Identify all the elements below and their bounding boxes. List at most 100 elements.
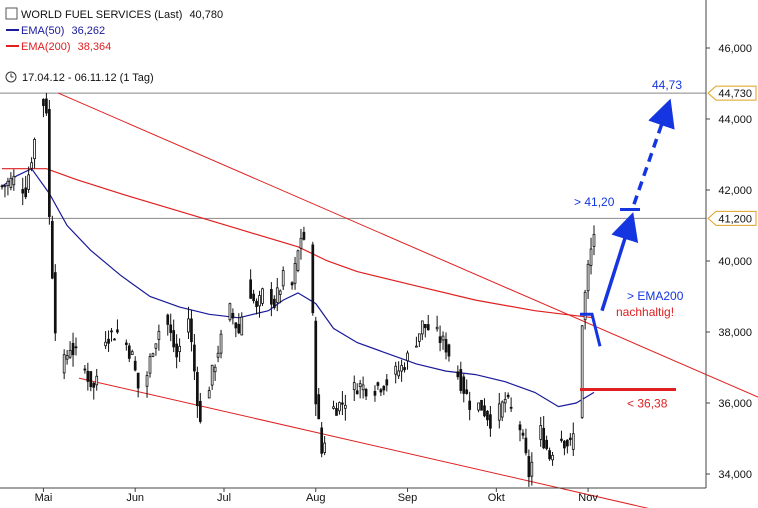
candle bbox=[400, 359, 403, 382]
candle bbox=[314, 316, 318, 417]
candle bbox=[30, 157, 33, 172]
candle bbox=[551, 451, 554, 466]
candle bbox=[157, 324, 161, 351]
candle bbox=[293, 256, 297, 290]
candle bbox=[583, 289, 587, 330]
candle bbox=[486, 410, 489, 426]
candle bbox=[441, 331, 445, 350]
candle bbox=[42, 98, 45, 118]
resistance-label: > 41,20 bbox=[574, 195, 615, 209]
candle bbox=[12, 169, 16, 191]
candle bbox=[193, 334, 196, 380]
candle bbox=[542, 416, 546, 450]
candle bbox=[539, 416, 543, 447]
candle bbox=[483, 398, 486, 418]
price-tick-label: 46,000 bbox=[718, 43, 752, 55]
candle bbox=[302, 226, 306, 241]
candle bbox=[228, 302, 232, 322]
legend-main-name: WORLD FUEL SERVICES (Last) bbox=[21, 9, 182, 21]
candle bbox=[50, 215, 54, 280]
candle bbox=[438, 325, 442, 352]
candle bbox=[27, 166, 30, 193]
candle bbox=[48, 99, 51, 225]
candle bbox=[252, 289, 255, 304]
level-price-label: 44,730 bbox=[718, 88, 752, 100]
candle bbox=[0, 184, 4, 190]
candle bbox=[130, 349, 134, 355]
candle bbox=[480, 399, 483, 411]
candle bbox=[9, 172, 13, 191]
ema50-line bbox=[1, 167, 595, 408]
candle bbox=[124, 339, 128, 351]
candle bbox=[352, 375, 356, 402]
candle bbox=[355, 383, 359, 395]
candle bbox=[566, 439, 569, 454]
candle bbox=[341, 391, 344, 416]
candle bbox=[3, 184, 7, 198]
candle bbox=[154, 343, 158, 356]
candle bbox=[592, 225, 596, 256]
candle bbox=[317, 387, 321, 420]
candle bbox=[166, 313, 170, 336]
candle bbox=[358, 379, 362, 399]
price-tick-label: 44,000 bbox=[718, 114, 752, 126]
horizontal-levels: 44,730 41,200 bbox=[0, 85, 757, 226]
candle bbox=[444, 332, 448, 360]
candle bbox=[397, 361, 400, 380]
candle bbox=[506, 392, 510, 399]
candle bbox=[527, 449, 531, 487]
candle bbox=[382, 385, 386, 396]
legend-ema50-label: EMA(50) 36,262 bbox=[21, 25, 105, 37]
candle bbox=[379, 387, 383, 397]
channel-upper-line bbox=[58, 92, 758, 398]
candle bbox=[33, 137, 36, 169]
target-arrow bbox=[632, 98, 675, 205]
candle bbox=[53, 264, 57, 341]
target-label: 44,73 bbox=[652, 78, 682, 92]
candle bbox=[497, 392, 501, 429]
candlesticks bbox=[0, 93, 596, 487]
legend-ema50-name: EMA(50) bbox=[21, 25, 64, 37]
candle bbox=[110, 328, 113, 342]
candle bbox=[68, 341, 72, 359]
candle bbox=[107, 330, 110, 352]
month-label: Jul bbox=[217, 492, 231, 504]
candle bbox=[89, 371, 93, 392]
legend-ema200-name: EMA(200) bbox=[21, 41, 71, 53]
candle bbox=[92, 382, 96, 400]
candle bbox=[74, 337, 78, 356]
candle bbox=[113, 338, 116, 341]
candle bbox=[21, 177, 25, 206]
candle bbox=[296, 249, 300, 273]
candle bbox=[530, 452, 534, 486]
candle bbox=[568, 433, 572, 446]
candle bbox=[468, 391, 472, 421]
ema200-line bbox=[2, 168, 595, 319]
month-label: Okt bbox=[488, 492, 505, 504]
legend-ema200-label: EMA(200) 38,364 bbox=[21, 41, 111, 53]
month-label: Jun bbox=[126, 492, 144, 504]
period-label: 17.04.12 - 06.11.12 (1 Tag) bbox=[22, 72, 154, 84]
candle bbox=[249, 269, 252, 299]
candle bbox=[332, 400, 335, 410]
candle bbox=[172, 319, 176, 353]
candle bbox=[219, 329, 223, 359]
candle bbox=[344, 394, 347, 421]
candle bbox=[521, 429, 525, 440]
price-tick-label: 40,000 bbox=[718, 256, 752, 268]
candle bbox=[95, 368, 99, 391]
legend-main-label: WORLD FUEL SERVICES (Last) 40,780 bbox=[21, 9, 223, 21]
candle bbox=[420, 320, 424, 341]
candle bbox=[426, 315, 430, 331]
candle bbox=[477, 402, 480, 413]
candle bbox=[376, 381, 380, 390]
candle bbox=[320, 421, 324, 458]
ema200-text: > EMA200 bbox=[627, 289, 684, 303]
candle bbox=[104, 331, 107, 350]
candle bbox=[418, 333, 421, 348]
candle bbox=[275, 278, 279, 312]
breakout-arrow bbox=[600, 212, 639, 312]
candle bbox=[127, 343, 131, 363]
candle bbox=[237, 313, 241, 335]
candle bbox=[83, 364, 87, 374]
